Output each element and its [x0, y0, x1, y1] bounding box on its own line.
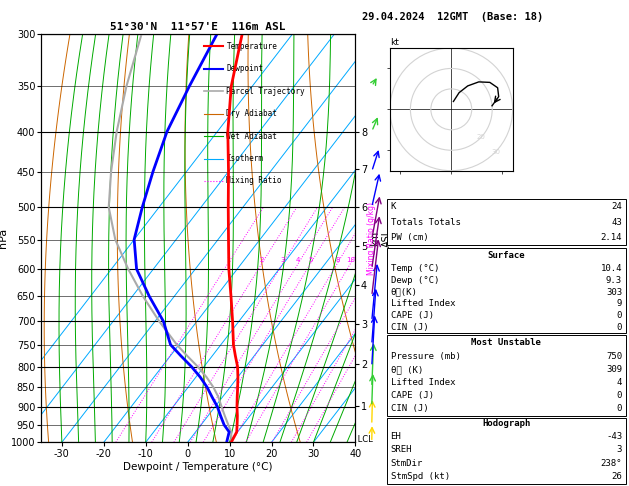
Text: 3: 3: [281, 258, 285, 263]
Text: Surface: Surface: [487, 251, 525, 260]
Text: K: K: [391, 203, 396, 211]
Text: 309: 309: [606, 365, 622, 374]
Text: Hodograph: Hodograph: [482, 419, 530, 428]
Y-axis label: km
ASL: km ASL: [370, 229, 392, 247]
Text: CIN (J): CIN (J): [391, 323, 428, 331]
Text: 9: 9: [616, 299, 622, 308]
Text: StmDir: StmDir: [391, 459, 423, 468]
Text: Wet Adiabat: Wet Adiabat: [226, 132, 277, 140]
Text: Parcel Trajectory: Parcel Trajectory: [226, 87, 305, 96]
X-axis label: Dewpoint / Temperature (°C): Dewpoint / Temperature (°C): [123, 462, 273, 472]
Text: 0: 0: [616, 404, 622, 414]
Text: 750: 750: [606, 352, 622, 361]
Text: SREH: SREH: [391, 446, 412, 454]
Text: 5: 5: [308, 258, 313, 263]
Text: Temperature: Temperature: [226, 42, 277, 51]
Text: Mixing Ratio: Mixing Ratio: [226, 176, 282, 186]
Text: StmSpd (kt): StmSpd (kt): [391, 472, 450, 481]
Text: 8: 8: [335, 258, 340, 263]
Text: Lifted Index: Lifted Index: [391, 299, 455, 308]
Text: 43: 43: [611, 218, 622, 227]
Text: θᴇ(K): θᴇ(K): [391, 288, 418, 297]
Y-axis label: hPa: hPa: [0, 228, 8, 248]
Title: 51°30'N  11°57'E  116m ASL: 51°30'N 11°57'E 116m ASL: [110, 22, 286, 32]
Text: 20: 20: [476, 134, 485, 140]
Text: Temp (°C): Temp (°C): [391, 264, 439, 274]
Text: Dewpoint: Dewpoint: [226, 64, 264, 73]
Text: -43: -43: [606, 432, 622, 441]
Text: Totals Totals: Totals Totals: [391, 218, 460, 227]
Text: 2.14: 2.14: [601, 233, 622, 242]
Text: PW (cm): PW (cm): [391, 233, 428, 242]
Text: Dewp (°C): Dewp (°C): [391, 276, 439, 285]
Text: EH: EH: [391, 432, 401, 441]
Text: Most Unstable: Most Unstable: [471, 338, 542, 347]
Text: CAPE (J): CAPE (J): [391, 311, 433, 320]
Text: Mixing Ratio (g/kg): Mixing Ratio (g/kg): [367, 202, 376, 275]
Text: 29.04.2024  12GMT  (Base: 18): 29.04.2024 12GMT (Base: 18): [362, 12, 543, 22]
Text: 0: 0: [616, 323, 622, 331]
Text: Pressure (mb): Pressure (mb): [391, 352, 460, 361]
Text: 3: 3: [616, 446, 622, 454]
Text: 0: 0: [616, 311, 622, 320]
Text: 4: 4: [296, 258, 301, 263]
Text: 238°: 238°: [601, 459, 622, 468]
Text: LCL: LCL: [355, 435, 373, 444]
Text: 2: 2: [260, 258, 264, 263]
Text: 9.3: 9.3: [606, 276, 622, 285]
Text: 10: 10: [346, 258, 355, 263]
Text: CIN (J): CIN (J): [391, 404, 428, 414]
Text: 10.4: 10.4: [601, 264, 622, 274]
Text: 303: 303: [606, 288, 622, 297]
Text: Isotherm: Isotherm: [226, 154, 264, 163]
Text: θᴇ (K): θᴇ (K): [391, 365, 423, 374]
Text: 4: 4: [616, 378, 622, 387]
Text: 30: 30: [491, 149, 500, 155]
Text: 24: 24: [611, 203, 622, 211]
Text: Lifted Index: Lifted Index: [391, 378, 455, 387]
Text: 26: 26: [611, 472, 622, 481]
Text: 0: 0: [616, 391, 622, 400]
Text: CAPE (J): CAPE (J): [391, 391, 433, 400]
Text: kt: kt: [390, 38, 399, 47]
Text: 1: 1: [226, 258, 230, 263]
Text: Dry Adiabat: Dry Adiabat: [226, 109, 277, 118]
